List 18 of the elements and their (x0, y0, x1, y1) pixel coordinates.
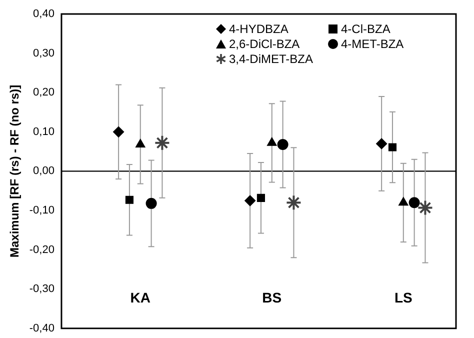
y-axis-title: Maximum [RF (rs) - RF (no rs)] (8, 84, 22, 258)
y-tick-label: -0,40 (29, 322, 54, 334)
legend-label: 3,4-DiMET-BZA (229, 52, 314, 66)
y-tick-label: 0,20 (33, 86, 54, 99)
legend-label: 4-Cl-BZA (341, 22, 390, 36)
x-tick-label: KA (130, 290, 150, 306)
y-tick-label: -0,30 (29, 283, 54, 296)
legend-label: 4-HYDBZA (229, 22, 288, 36)
y-tick-label: -0,20 (29, 244, 54, 256)
legend-label: 2,6-DiCl-BZA (229, 37, 300, 51)
x-tick-label: LS (394, 290, 412, 306)
y-tick-label: 0,30 (33, 47, 54, 60)
legend-label: 4-MET-BZA (341, 37, 404, 51)
y-tick-label: -0,10 (29, 204, 54, 217)
y-tick-label: 0,00 (33, 165, 54, 178)
y-tick-label: 0,10 (33, 126, 54, 138)
y-tick-label: 0,40 (33, 8, 54, 20)
x-tick-label: BS (262, 290, 282, 306)
